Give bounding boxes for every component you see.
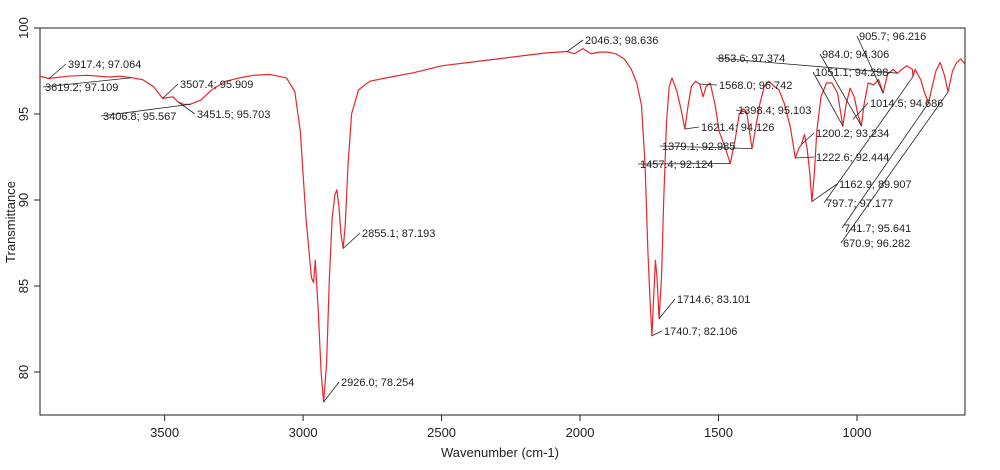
annotation-leader [566,39,584,52]
peak-label: 1200.2; 93.234 [816,128,889,140]
peak-label: 3451.5; 95.703 [197,109,270,121]
peak-label: 3917.4; 97.064 [68,59,141,71]
peak-label: 1222.6; 92.444 [816,152,889,164]
annotation-leader [812,71,844,127]
peak-label: 853.6; 97.374 [718,53,785,65]
spectrum-line [40,48,965,403]
annotation-leader [684,126,700,130]
y-tick-label: 95 [16,107,31,121]
annotation-leader [323,381,340,403]
annotation-leader [735,109,747,113]
annotation-leader [659,145,753,150]
x-tick-label: 1000 [843,425,872,440]
x-tick-label: 2000 [566,425,595,440]
annotation-leader [658,298,676,319]
annotation-leader [637,163,731,165]
peak-label: 3406.8; 95.567 [103,111,176,123]
peak-label: 1740.7; 82.106 [664,326,737,338]
series-group [40,48,965,403]
annotation-leader [100,103,191,117]
annotation-leader [856,35,884,94]
x-tick-label: 3500 [150,425,179,440]
annotation-leader [177,101,196,115]
annotation-leader [811,183,838,202]
annotation-leader [852,102,869,120]
annotation-leader [823,76,914,204]
peak-label: 905.7; 96.216 [859,31,926,43]
x-tick-label: 3000 [289,425,318,440]
peak-label: 1714.6; 83.101 [677,294,750,306]
y-tick-label: 90 [16,193,31,207]
annotation-leader [699,83,718,86]
peak-label: 1014.5; 94.686 [870,98,943,110]
x-axis-title: Wavenumber (cm-1) [441,445,559,460]
x-tick-label: 2500 [427,425,456,440]
peak-label: 670.9; 96.282 [843,238,910,250]
peak-label: 2926.0; 78.254 [341,377,414,389]
peak-label: 2046.3; 98.636 [585,35,658,47]
peak-label: 741.7; 95.641 [844,223,911,235]
peak-label: 984.0; 94.306 [822,49,889,61]
annotation-leader [715,57,898,74]
y-axis-title: Transmittance [3,181,18,263]
x-tick-label: 1500 [704,425,733,440]
annotation-leader [48,63,67,79]
peak-label: 1457.4; 92.124 [640,159,713,171]
x-axis: 3500 3000 2500 2000 1500 1000 [150,415,871,440]
peak-label: 1568.0; 96.742 [719,80,792,92]
peak-label: 1051.1; 94.298 [815,67,888,79]
y-tick-label: 100 [16,17,31,39]
annotation-leader [42,77,132,88]
peak-label: 1162.9; 89.907 [839,179,912,191]
annotation-leader [162,83,179,99]
peak-label: 1621.4; 94.126 [701,122,774,134]
plot-frame [39,27,966,416]
annotation-leader [342,232,361,249]
peak-label: 797.7; 97.177 [826,198,893,210]
y-tick-label: 85 [16,279,31,293]
annotation-leader [801,132,815,145]
peak-label: 1379.1; 92.985 [662,141,735,153]
peak-label: 3619.2; 97.109 [45,82,118,94]
peak-label: 2855.1; 87.193 [362,228,435,240]
annotation-leader [651,330,663,337]
annotation-leader [841,102,929,229]
annotation-leader [840,91,949,244]
peak-label: 3507.4; 95.909 [180,79,253,91]
y-tick-label: 80 [16,365,31,379]
y-axis: 80 85 90 95 100 [16,17,40,379]
annotation-leader [819,53,862,127]
peak-label: 1398.4; 95.103 [738,105,811,117]
peak-annotations: 3917.4; 97.064 3619.2; 97.109 3507.4; 95.9… [42,31,949,403]
annotation-leader [795,156,815,159]
